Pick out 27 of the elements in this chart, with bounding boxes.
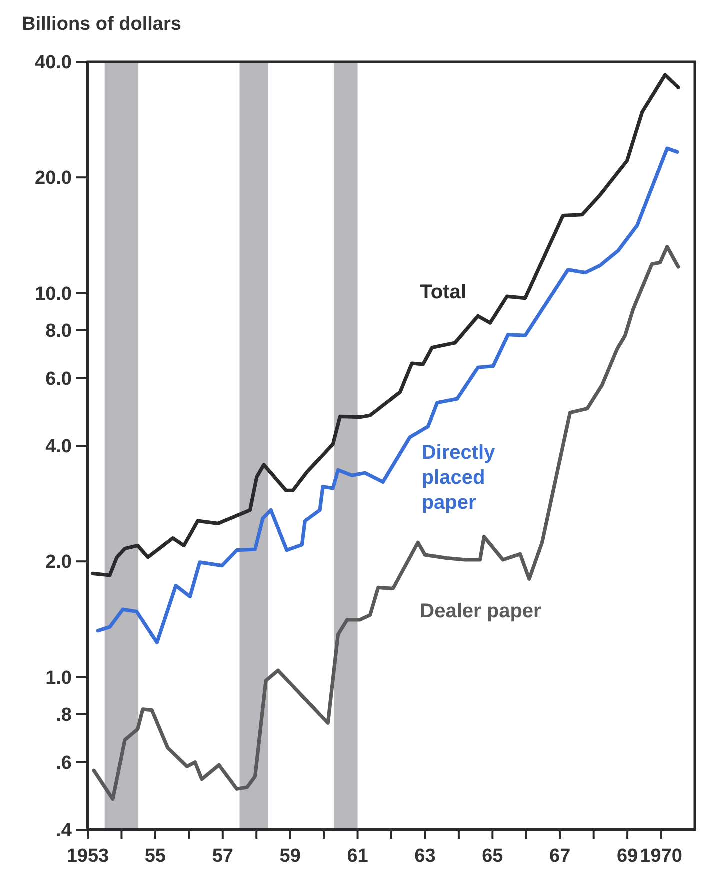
x-tick-label: 69 (616, 846, 638, 867)
y-tick-label: 2.0 (46, 552, 72, 574)
x-tick-label: 65 (482, 846, 504, 867)
series-label: Total (420, 281, 466, 304)
y-tick-label: .6 (56, 753, 72, 774)
x-tick-label: 59 (280, 846, 301, 867)
y-tick-label: 1.0 (46, 668, 72, 689)
line-series (92, 245, 680, 802)
y-axis-title: Billions of dollars (22, 14, 182, 35)
x-tick-label: 57 (212, 846, 234, 867)
y-tick-label: 40.0 (35, 52, 72, 74)
y-tick-label: 4.0 (46, 436, 72, 458)
x-tick-label: 1953 (66, 846, 110, 867)
series-label: Directly placed paper (422, 442, 496, 514)
y-tick-label: 6.0 (46, 369, 72, 390)
x-tick-label: 55 (144, 846, 166, 867)
x-tick-label: 67 (550, 846, 571, 867)
x-tick-label: 61 (347, 846, 369, 867)
y-tick-label: .8 (56, 705, 72, 726)
x-tick-label: 1970 (640, 846, 682, 867)
y-tick-label: 10.0 (35, 284, 72, 305)
line-series (96, 146, 680, 644)
x-tick-label: 63 (414, 846, 436, 867)
y-tick-label: 8.0 (46, 321, 72, 342)
series-label: Dealer paper (420, 600, 542, 623)
y-tick-label: .4 (56, 820, 72, 842)
y-tick-label: 20.0 (35, 168, 72, 190)
